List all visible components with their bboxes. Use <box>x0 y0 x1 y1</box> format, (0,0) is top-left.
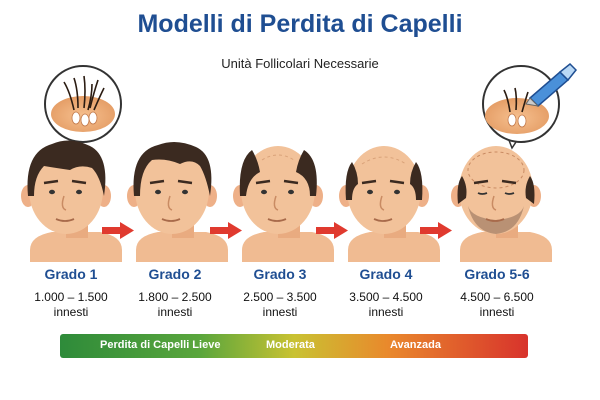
grade-1-unit: innesti <box>53 305 89 319</box>
arrow-2-to-3-icon <box>210 222 242 239</box>
grade-2-unit: innesti <box>157 305 193 319</box>
grade-3-range: 2.500 – 3.500 <box>243 290 317 304</box>
grade-3-unit: innesti <box>262 305 298 319</box>
arrow-1-to-2-icon <box>102 222 134 239</box>
page-subtitle: Unità Follicolari Necessarie <box>221 56 379 71</box>
severity-mild-label: Perdita di Capelli Lieve <box>100 339 221 351</box>
follicle-extraction-bubble-right <box>482 62 578 150</box>
grade-2-range: 1.800 – 2.500 <box>138 290 212 304</box>
grade-5-6-label: Grado 5-6 <box>464 266 530 282</box>
page-title: Modelli di Perdita di Capelli <box>137 10 463 38</box>
head-grade-1 <box>21 140 122 262</box>
severity-moderate-label: Moderata <box>266 339 315 351</box>
grade-4-unit: innesti <box>368 305 404 319</box>
grade-5-6-range: 4.500 – 6.500 <box>460 290 534 304</box>
head-grade-3 <box>233 146 334 262</box>
grade-4-range: 3.500 – 4.500 <box>349 290 423 304</box>
head-grade-4 <box>339 146 440 262</box>
grade-1-range: 1.000 – 1.500 <box>34 290 108 304</box>
arrow-3-to-4-icon <box>316 222 348 239</box>
head-grade-2 <box>127 141 228 262</box>
extraction-tool-icon <box>525 62 578 108</box>
grade-4-label: Grado 4 <box>359 266 413 282</box>
head-grade-5-6 <box>451 146 552 262</box>
arrow-4-to-5-icon <box>420 222 452 239</box>
grade-3-label: Grado 3 <box>253 266 307 282</box>
grade-2-label: Grado 2 <box>148 266 202 282</box>
follicle-closeup-bubble-left <box>44 65 122 150</box>
grade-1-label: Grado 1 <box>44 266 98 282</box>
severity-gradient-bar <box>60 334 528 358</box>
severity-advanced-label: Avanzada <box>390 339 441 351</box>
grade-5-6-unit: innesti <box>479 305 515 319</box>
